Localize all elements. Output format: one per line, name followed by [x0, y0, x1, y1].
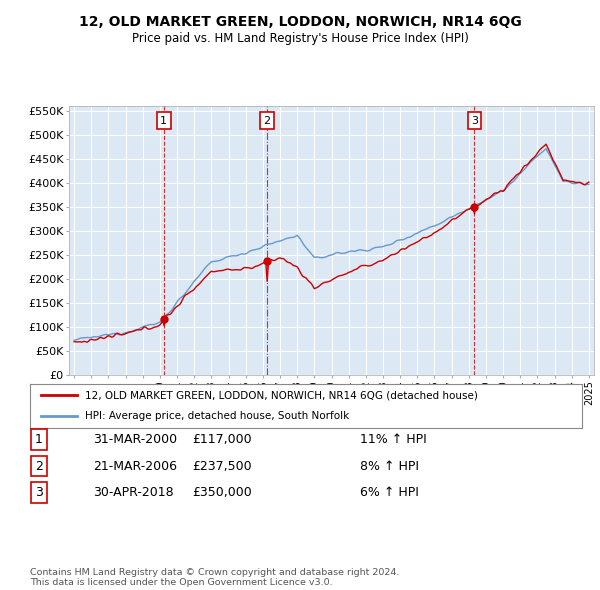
Text: 12, OLD MARKET GREEN, LODDON, NORWICH, NR14 6QG: 12, OLD MARKET GREEN, LODDON, NORWICH, N…	[79, 15, 521, 29]
Text: 6% ↑ HPI: 6% ↑ HPI	[360, 486, 419, 499]
Text: 21-MAR-2006: 21-MAR-2006	[93, 460, 177, 473]
Text: £350,000: £350,000	[192, 486, 252, 499]
Text: 3: 3	[35, 486, 43, 499]
Text: 2: 2	[263, 116, 270, 126]
Text: 1: 1	[160, 116, 167, 126]
Text: Contains HM Land Registry data © Crown copyright and database right 2024.
This d: Contains HM Land Registry data © Crown c…	[30, 568, 400, 587]
Text: 30-APR-2018: 30-APR-2018	[93, 486, 173, 499]
Text: 31-MAR-2000: 31-MAR-2000	[93, 433, 177, 446]
Text: 11% ↑ HPI: 11% ↑ HPI	[360, 433, 427, 446]
Text: £117,000: £117,000	[193, 433, 252, 446]
Text: 12, OLD MARKET GREEN, LODDON, NORWICH, NR14 6QG (detached house): 12, OLD MARKET GREEN, LODDON, NORWICH, N…	[85, 391, 478, 401]
Text: 2: 2	[35, 460, 43, 473]
Text: 1: 1	[35, 433, 43, 446]
Text: Price paid vs. HM Land Registry's House Price Index (HPI): Price paid vs. HM Land Registry's House …	[131, 32, 469, 45]
Text: 8% ↑ HPI: 8% ↑ HPI	[360, 460, 419, 473]
Text: 3: 3	[471, 116, 478, 126]
Text: £237,500: £237,500	[193, 460, 252, 473]
Text: HPI: Average price, detached house, South Norfolk: HPI: Average price, detached house, Sout…	[85, 411, 349, 421]
